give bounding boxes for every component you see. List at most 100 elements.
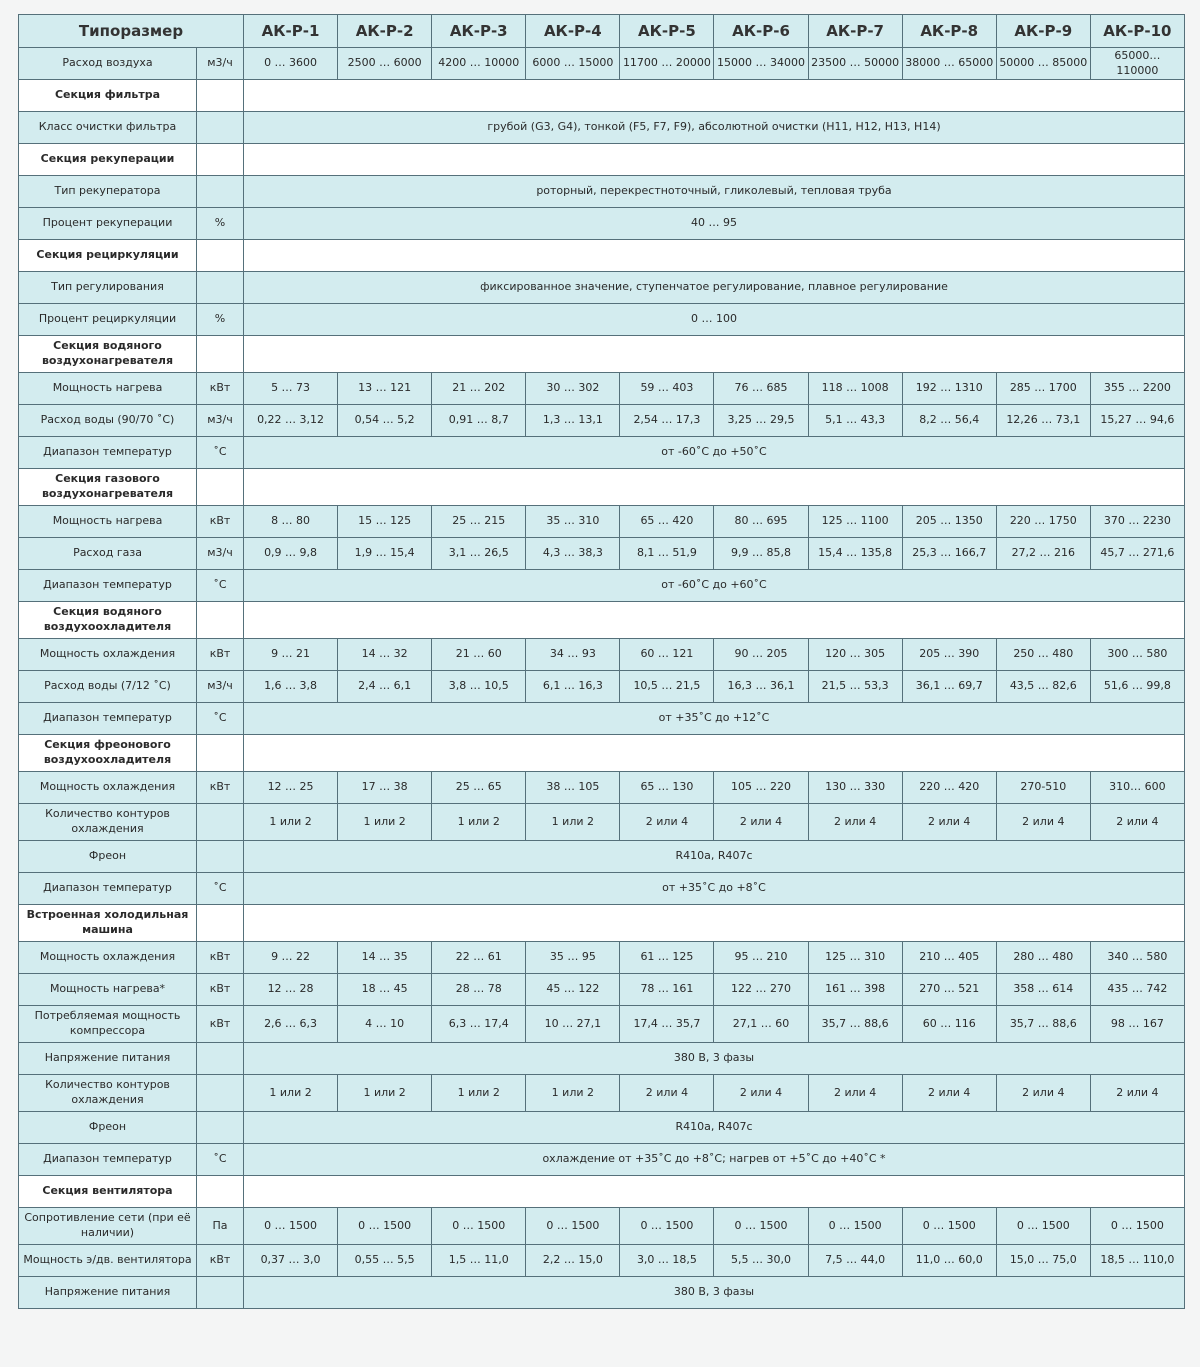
value-cell: 220 … 1750 xyxy=(995,505,1091,538)
value-cell: 1 или 2 xyxy=(243,803,339,841)
value-cell: 27,2 … 216 xyxy=(995,537,1091,570)
value-cell: 5,1 … 43,3 xyxy=(807,404,903,437)
value-cell: 3,0 … 18,5 xyxy=(619,1244,715,1277)
value-cell: 0 … 1500 xyxy=(525,1207,621,1245)
section-row: Секция вентилятора xyxy=(18,1175,1185,1208)
empty-cell xyxy=(195,1175,245,1208)
value-cell: 0,55 … 5,5 xyxy=(337,1244,433,1277)
value-cell: 50000 … 85000 xyxy=(995,47,1091,80)
section-title: Секция водяного воздухонагревателя xyxy=(18,335,197,373)
model-name: АК-Р-10 xyxy=(1089,14,1185,48)
value-cell: 340 … 580 xyxy=(1089,941,1185,974)
value-cell: 59 … 403 xyxy=(619,372,715,405)
value-cell: 2500 … 6000 xyxy=(337,47,433,80)
value-cell: 21 … 60 xyxy=(431,638,527,671)
row-label: Мощность э/дв. вентилятора xyxy=(18,1244,197,1277)
data-row: Диапазон температур ˚C от +35˚C до +8˚C xyxy=(18,872,1185,905)
unit: кВт xyxy=(195,505,245,538)
value-cell: 1 или 2 xyxy=(337,803,433,841)
row-label: Расход газа xyxy=(18,537,197,570)
empty-cell xyxy=(243,143,1185,176)
value-cell: 17,4 … 35,7 xyxy=(619,1005,715,1043)
value-cell: 78 … 161 xyxy=(619,973,715,1006)
value-cell: 6,1 … 16,3 xyxy=(525,670,621,703)
value-cell: 5,5 … 30,0 xyxy=(713,1244,809,1277)
section-row: Секция водяного воздухоохладителя xyxy=(18,601,1185,639)
unit: ˚C xyxy=(195,569,245,602)
row-label: Расход воздуха xyxy=(18,47,197,80)
value-cell: 310… 600 xyxy=(1089,771,1185,804)
value-cell: 7,5 … 44,0 xyxy=(807,1244,903,1277)
empty-cell xyxy=(195,1276,245,1309)
value-cell: 4,3 … 38,3 xyxy=(525,537,621,570)
data-row: Диапазон температур ˚C от +35˚C до +12˚C xyxy=(18,702,1185,735)
value-cell: 435 … 742 xyxy=(1089,973,1185,1006)
unit: м3/ч xyxy=(195,47,245,80)
value-cell: 300 … 580 xyxy=(1089,638,1185,671)
value-cell: 14 … 35 xyxy=(337,941,433,974)
row-label: Мощность нагрева* xyxy=(18,973,197,1006)
empty-cell xyxy=(195,79,245,112)
unit: кВт xyxy=(195,771,245,804)
empty-cell xyxy=(243,335,1185,373)
value-cell: 220 … 420 xyxy=(901,771,997,804)
data-row: Мощность э/дв. вентилятора кВт 0,37 … 3,0 0… xyxy=(18,1244,1185,1277)
data-row: Мощность охлаждения кВт 9 … 22 14 … 35 22 … … xyxy=(18,941,1185,974)
data-row: Фреон R410a, R407c xyxy=(18,1111,1185,1144)
data-row: Расход воды (90/70 ˚C) м3/ч 0,22 … 3,12 0,5… xyxy=(18,404,1185,437)
empty-cell xyxy=(243,1175,1185,1208)
value-cell: 12,26 … 73,1 xyxy=(995,404,1091,437)
row-label: Класс очистки фильтра xyxy=(18,111,197,144)
value-cell: 1 или 2 xyxy=(525,1074,621,1112)
section-row: Секция газового воздухонагревателя xyxy=(18,468,1185,506)
value-cell: 3,25 … 29,5 xyxy=(713,404,809,437)
value-cell: 22 … 61 xyxy=(431,941,527,974)
unit: ˚C xyxy=(195,872,245,905)
row-label: Диапазон температур xyxy=(18,1143,197,1176)
value-cell: 45 … 122 xyxy=(525,973,621,1006)
value-cell: 0 … 1500 xyxy=(901,1207,997,1245)
unit: кВт xyxy=(195,941,245,974)
value-cell: 1,6 … 3,8 xyxy=(243,670,339,703)
value-span: от +35˚C до +8˚C xyxy=(243,872,1185,905)
value-cell: 16,3 … 36,1 xyxy=(713,670,809,703)
section-row: Секция фреонового воздухоохладителя xyxy=(18,734,1185,772)
value-cell: 0,37 … 3,0 xyxy=(243,1244,339,1277)
value-cell: 98 … 167 xyxy=(1089,1005,1185,1043)
value-cell: 18,5 … 110,0 xyxy=(1089,1244,1185,1277)
value-cell: 0 … 1500 xyxy=(807,1207,903,1245)
value-cell: 6000 … 15000 xyxy=(525,47,621,80)
empty-cell xyxy=(243,468,1185,506)
value-cell: 95 … 210 xyxy=(713,941,809,974)
value-cell: 14 … 32 xyxy=(337,638,433,671)
model-name: АК-Р-7 xyxy=(807,14,903,48)
value-cell: 2 или 4 xyxy=(619,1074,715,1112)
value-cell: 358 … 614 xyxy=(995,973,1091,1006)
value-cell: 43,5 … 82,6 xyxy=(995,670,1091,703)
value-cell: 0,54 … 5,2 xyxy=(337,404,433,437)
model-name: АК-Р-9 xyxy=(995,14,1091,48)
unit: м3/ч xyxy=(195,670,245,703)
model-name: АК-Р-6 xyxy=(713,14,809,48)
row-label: Количество контуров охлаждения xyxy=(18,803,197,841)
section-row: Секция рециркуляции xyxy=(18,239,1185,272)
unit: кВт xyxy=(195,638,245,671)
value-cell: 2,4 … 6,1 xyxy=(337,670,433,703)
value-cell: 15,27 … 94,6 xyxy=(1089,404,1185,437)
value-cell: 210 … 405 xyxy=(901,941,997,974)
section-title: Секция вентилятора xyxy=(18,1175,197,1208)
unit: кВт xyxy=(195,1244,245,1277)
row-label: Мощность нагрева xyxy=(18,372,197,405)
data-row: Напряжение питания 380 В, 3 фазы xyxy=(18,1276,1185,1309)
value-cell: 13 … 121 xyxy=(337,372,433,405)
row-label: Фреон xyxy=(18,1111,197,1144)
value-cell: 0 … 1500 xyxy=(995,1207,1091,1245)
data-row: Расход газа м3/ч 0,9 … 9,8 1,9 … 15,4 3,1 … … xyxy=(18,537,1185,570)
empty-cell xyxy=(195,904,245,942)
data-row: Процент рециркуляции% 0 … 100 xyxy=(18,303,1185,336)
data-row: Диапазон температур ˚C от -60˚C до +50˚C xyxy=(18,436,1185,469)
value-cell: 120 … 305 xyxy=(807,638,903,671)
